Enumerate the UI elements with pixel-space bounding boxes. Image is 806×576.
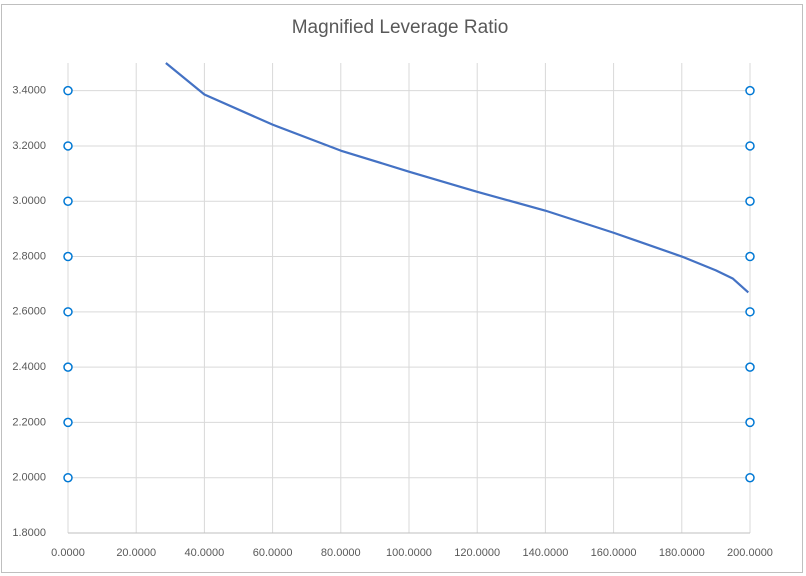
x-tick-label: 120.0000 (454, 547, 500, 559)
data-line (165, 62, 750, 294)
y-tick-label: 2.6000 (12, 306, 46, 318)
selection-handle (745, 362, 755, 372)
x-tick-label: 0.0000 (51, 547, 85, 559)
selection-handle (745, 472, 755, 483)
selection-handle (63, 251, 73, 262)
y-tick-label: 3.4000 (12, 85, 46, 97)
selection-handle (63, 85, 73, 96)
y-tick-label: 2.2000 (12, 416, 46, 428)
y-tick-label: 2.4000 (12, 361, 46, 373)
selection-handle (745, 196, 755, 206)
x-tick-label: 60.0000 (253, 547, 293, 559)
selection-handle (63, 362, 73, 372)
chart-title: Magnified Leverage Ratio (292, 17, 509, 38)
chart-border (1, 4, 803, 573)
y-tick-label: 2.0000 (12, 472, 46, 484)
y-tick-label: 1.8000 (12, 527, 46, 539)
x-tick-label: 80.0000 (321, 547, 361, 559)
y-tick-label: 3.2000 (12, 140, 46, 152)
selection-handle (745, 85, 755, 96)
selection-handle (63, 196, 73, 206)
selection-handle (745, 307, 755, 317)
selection-handle (63, 417, 73, 428)
x-tick-label: 20.0000 (116, 547, 156, 559)
y-tick-label: 3.0000 (12, 195, 46, 207)
selection-handle (745, 251, 755, 262)
selection-handle (63, 472, 73, 483)
y-tick-label: 2.8000 (12, 250, 46, 262)
selection-handle (63, 307, 73, 317)
selection-handle (745, 417, 755, 428)
x-tick-label: 160.0000 (591, 547, 637, 559)
selection-handle (745, 141, 755, 151)
x-tick-label: 180.0000 (659, 547, 705, 559)
x-tick-label: 200.0000 (727, 547, 773, 559)
x-tick-label: 140.0000 (522, 547, 568, 559)
selection-handle (63, 141, 73, 151)
x-tick-label: 100.0000 (386, 547, 432, 559)
x-tick-label: 40.0000 (185, 547, 225, 559)
